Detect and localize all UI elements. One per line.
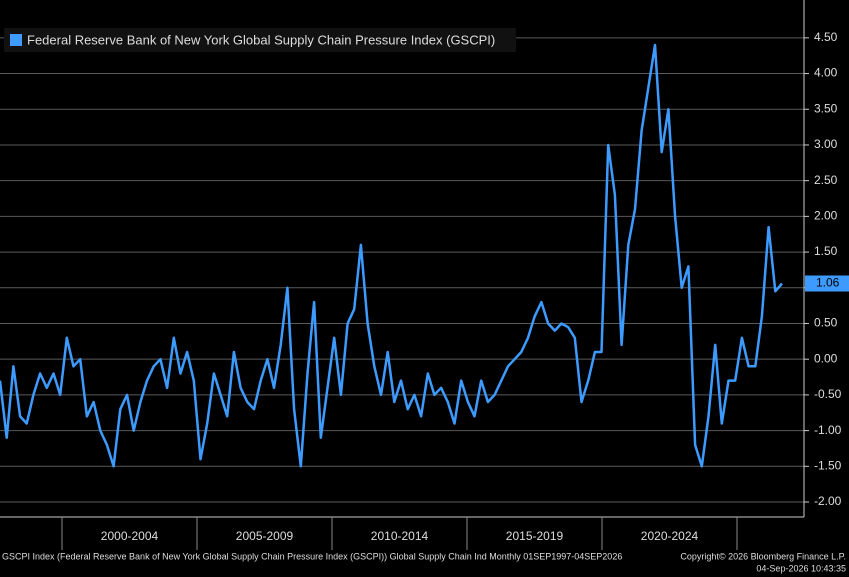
last-value-box <box>805 275 849 292</box>
source-note: GSCPI Index (Federal Reserve Bank of New… <box>2 551 622 561</box>
y-tick-label: 1.50 <box>814 244 838 258</box>
x-tick-label: 2020-2024 <box>641 529 699 543</box>
y-tick-label: -1.50 <box>814 458 842 472</box>
x-tick-label: 2015-2019 <box>506 529 564 543</box>
y-tick-label: 4.00 <box>814 66 838 80</box>
x-tick-label: 2010-2014 <box>371 529 429 543</box>
y-tick-label: 0.00 <box>814 351 838 365</box>
y-tick-label: 2.50 <box>814 173 838 187</box>
y-tick-label: -0.50 <box>814 387 842 401</box>
y-tick-label: 4.50 <box>814 30 838 44</box>
copyright: Copyright© 2026 Bloomberg Finance L.P. <box>680 551 846 561</box>
legend: Federal Reserve Bank of New York Global … <box>4 28 516 52</box>
x-tick-label: 2005-2009 <box>236 529 294 543</box>
legend-background <box>4 28 516 52</box>
x-tick-label: 2000-2004 <box>101 529 159 543</box>
last-value-label: 1.06 <box>816 276 840 290</box>
timestamp: 04-Sep-2026 10:43:35 <box>756 563 846 573</box>
y-tick-label: 3.50 <box>814 101 838 115</box>
y-tick-label: -1.00 <box>814 423 842 437</box>
y-tick-label: 0.50 <box>814 316 838 330</box>
y-tick-label: -2.00 <box>814 494 842 508</box>
y-tick-label: 3.00 <box>814 137 838 151</box>
legend-label: Federal Reserve Bank of New York Global … <box>27 32 495 47</box>
y-tick-label: 2.00 <box>814 209 838 223</box>
series-line <box>0 43 783 468</box>
legend-swatch <box>10 34 22 46</box>
